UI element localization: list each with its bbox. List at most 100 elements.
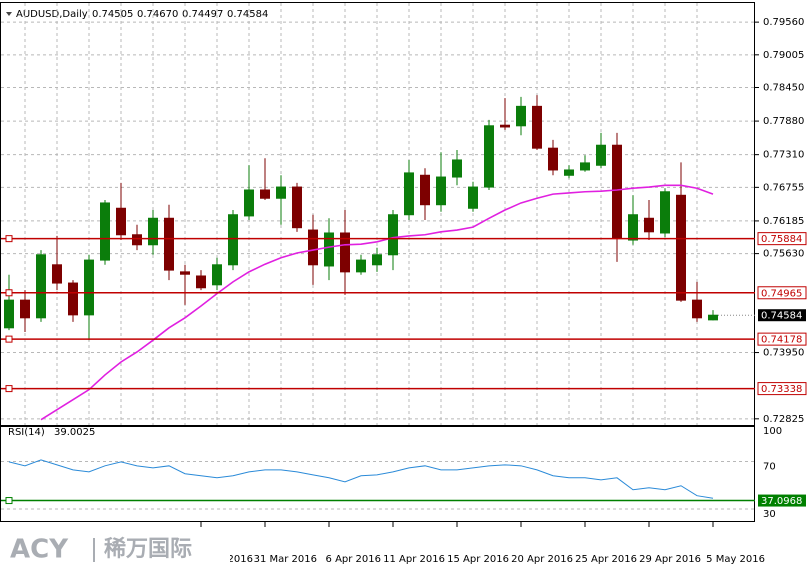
candle-body [420,174,430,206]
current-price-box [758,309,806,322]
level-label: 0.74965 [761,288,802,299]
candle-body [244,189,254,217]
rsi-title: RSI(14) [8,427,45,438]
candle-body [260,189,270,199]
rsi-level-box [758,494,806,507]
logo-brand: ACY [10,535,69,565]
moving-average [40,184,714,421]
current-price-label: 0.74584 [761,311,802,322]
candle-body [500,124,510,128]
candle-body [660,191,670,234]
candle-body [68,282,78,316]
candle-body [708,314,718,321]
y-tick-label: 0.79005 [763,50,804,61]
candle-body [468,186,478,209]
level-label-box [757,232,807,246]
candle-body [276,186,286,199]
logo-area [0,528,230,568]
y-tick-label: 0.77310 [763,150,804,161]
candle-body [4,299,14,329]
x-tick-label: 2016 [228,554,253,565]
candle-body [228,214,238,266]
y-tick-label: 100 [763,426,782,437]
x-tick-label: 11 Apr 2016 [383,554,445,565]
x-tick-label: 29 Apr 2016 [639,554,701,565]
x-tick-label: 5 May 2016 [706,554,765,565]
y-tick-label: 0.76755 [763,182,804,193]
x-tick-label: 25 Apr 2016 [575,554,637,565]
x-tick-label: 6 Apr 2016 [326,554,381,565]
level-label-box [757,382,807,396]
candle-body [180,271,190,275]
candle-body [692,299,702,319]
y-tick-label: 0.78450 [763,83,804,94]
candle-body [532,105,542,149]
level-label: 0.73338 [761,384,802,395]
candle-body [388,214,398,256]
y-tick-label: 30 [763,509,776,520]
candle-body [100,202,110,261]
candle-body [356,259,366,273]
level-label-box [757,286,807,300]
candle-body [116,207,126,236]
candle-body [36,254,46,319]
rsi-line [8,459,714,499]
candle-body [436,176,446,206]
level-anchor [5,335,13,343]
y-tick-label: 0.72825 [763,414,804,425]
candle-body [148,217,158,246]
candle-body [324,232,334,267]
candle-body [452,159,462,178]
candle-body [308,229,318,266]
candle-body [372,254,382,266]
candle-body [516,105,526,127]
level-anchor [5,235,13,243]
candle-body [612,144,622,239]
candle-body [596,144,606,166]
candle-body [548,147,558,171]
level-label: 0.75884 [761,234,802,245]
candle-body [628,214,638,241]
symbol-icon [6,12,12,16]
x-tick-label: 31 Mar 2016 [254,554,317,565]
quote-open: 0.74505 [92,9,133,20]
x-tick-label: 15 Apr 2016 [447,554,509,565]
quote-high: 0.74670 [137,9,178,20]
candle-body [484,125,494,188]
candle-body [196,275,206,289]
chart-title: AUDUSD,Daily [16,9,88,20]
rsi-value: 39.0025 [54,427,95,438]
candle-body [52,264,62,284]
rsi-level-label: 37.0968 [761,496,802,507]
candle-body [212,264,222,286]
candle-body [340,232,350,273]
main-pane [0,2,755,426]
y-tick-label: 0.77880 [763,116,804,127]
level-label-box [757,332,807,346]
candle-body [84,259,94,316]
level-anchor [5,289,13,297]
logo-name: 稀万国际 [104,536,192,562]
rsi-pane [0,426,755,522]
candle-body [404,172,414,216]
y-tick-label: 0.79560 [763,17,804,28]
quote-close: 0.74584 [227,9,268,20]
y-tick-label: 70 [763,462,776,473]
quote-low: 0.74497 [182,9,223,20]
candle-body [132,234,142,246]
candle-body [292,186,302,229]
candle-body [20,299,30,319]
rsi-level-anchor [5,497,13,505]
y-tick-label: 0.76185 [763,216,804,227]
candle-body [580,162,590,171]
candle-body [676,194,686,301]
level-label: 0.74178 [761,335,802,346]
level-anchor [5,385,13,393]
y-tick-label: 0.75630 [763,249,804,260]
x-tick-label: 20 Apr 2016 [511,554,573,565]
candle-body [644,217,654,233]
y-tick-label: 0.73950 [763,348,804,359]
candle-body [564,169,574,176]
